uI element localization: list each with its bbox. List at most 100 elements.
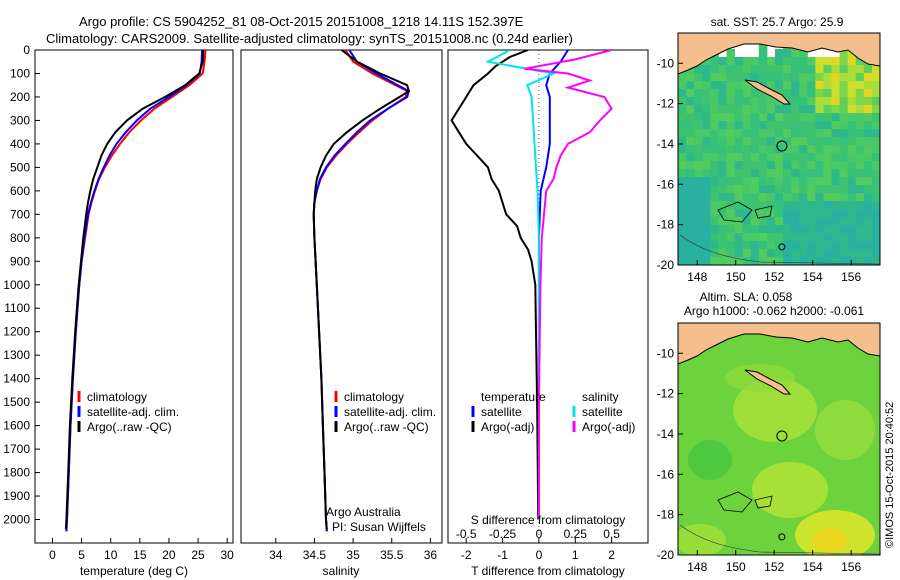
sst-cell	[847, 89, 857, 98]
sst-cell	[734, 249, 744, 258]
sst-cell	[718, 57, 727, 66]
sla-blob	[688, 440, 732, 480]
sst-cell	[742, 73, 752, 82]
sst-cell	[702, 177, 711, 186]
sst-cell	[823, 113, 833, 122]
salinity-difference-x-ticks: -0.5 -0.25 0 0.25 0.5	[456, 527, 620, 541]
sst-cell	[791, 137, 800, 146]
sst-cell	[871, 145, 880, 154]
sst-cell	[831, 249, 841, 258]
sst-cell	[750, 185, 760, 194]
map-x-tick-label: 152	[764, 560, 784, 574]
sst-cell	[871, 81, 880, 90]
sst-cell	[863, 137, 873, 146]
y-tick-label: 100	[10, 66, 30, 80]
sst-cell	[710, 161, 719, 170]
sst-cell	[839, 121, 849, 130]
sst-cell	[734, 241, 744, 250]
sst-cell	[839, 209, 849, 218]
sst-cell	[847, 185, 857, 194]
sst-cell	[726, 129, 736, 138]
y-tick-label: 2000	[3, 513, 30, 527]
map-y-tick-label: -16	[657, 467, 675, 481]
sst-cell	[863, 225, 873, 234]
sst-cell	[694, 121, 703, 130]
sst-cell	[694, 217, 703, 226]
sst-cell	[734, 129, 744, 138]
sst-cell	[702, 65, 711, 74]
sst-cell	[863, 153, 873, 162]
sst-cell	[783, 113, 792, 122]
sst-cell	[799, 209, 808, 218]
sst-cell	[686, 153, 695, 162]
sst-cell	[815, 177, 824, 186]
sst-cell	[815, 201, 824, 210]
sst-cell	[783, 201, 792, 210]
legend-t-argo-label: Argo(-adj)	[481, 420, 534, 434]
x-tick-label: 1	[572, 548, 579, 562]
x-tick-label: 30	[220, 548, 234, 562]
sst-cell	[774, 81, 784, 90]
sst-cell	[855, 225, 865, 234]
sst-cell	[791, 233, 800, 242]
map-y-tick-label: -10	[657, 346, 675, 360]
sst-cell	[750, 225, 760, 234]
sst-cell	[718, 81, 727, 90]
sst-map-title: sat. SST: 25.7 Argo: 25.9	[711, 15, 844, 29]
sst-cell	[774, 257, 784, 265]
sst-cell	[742, 249, 752, 258]
sst-cell	[839, 129, 849, 138]
sst-cell	[791, 193, 800, 202]
sst-cell	[726, 257, 736, 265]
argo-australia-annotation: Argo Australia	[326, 505, 401, 519]
sst-cell	[774, 145, 784, 154]
sst-cell	[863, 209, 873, 218]
sst-cell	[758, 89, 768, 98]
sst-cell	[799, 121, 808, 130]
sst-cell	[839, 249, 849, 258]
sst-cell	[766, 97, 776, 106]
sst-cell	[855, 233, 865, 242]
sst-cell	[871, 217, 880, 226]
sst-cell	[839, 49, 849, 58]
sst-cell	[855, 105, 865, 114]
sst-cell	[718, 105, 727, 114]
sst-cell	[758, 161, 768, 170]
sst-cell	[847, 129, 857, 138]
map-y-tick-label: -12	[657, 97, 675, 111]
sst-cell	[807, 185, 816, 194]
sst-cell	[839, 73, 849, 82]
sst-cell	[799, 185, 808, 194]
sst-cell	[831, 65, 841, 74]
sst-cell	[766, 169, 776, 178]
sst-cell	[678, 241, 687, 250]
sst-cell	[863, 73, 873, 82]
sst-cell	[839, 257, 849, 265]
sst-cell	[831, 169, 841, 178]
sst-cell	[839, 97, 849, 106]
x-tick-label: -1	[497, 548, 508, 562]
sst-cell	[758, 257, 768, 265]
x-tick-label: 2	[608, 548, 615, 562]
sst-cell	[702, 129, 711, 138]
sst-cell	[678, 137, 687, 146]
sst-cell	[871, 97, 880, 106]
sst-cell	[871, 113, 880, 122]
sst-cell	[799, 169, 808, 178]
y-tick-label: 1600	[3, 419, 30, 433]
sst-cell	[799, 225, 808, 234]
x-tick-label: 35.5	[380, 548, 404, 562]
sst-cell	[702, 145, 711, 154]
sst-cell	[686, 81, 695, 90]
sst-cell	[694, 193, 703, 202]
sst-cell	[726, 105, 736, 114]
sst-cell	[702, 113, 711, 122]
sst-cell	[855, 121, 865, 130]
y-tick-label: 200	[10, 90, 30, 104]
difference-legend: temperature salinity satellite Argo(-adj…	[471, 390, 635, 434]
sst-cell	[750, 57, 760, 66]
sst-cell	[774, 49, 784, 58]
sst-cell	[734, 97, 744, 106]
sst-cell	[758, 177, 768, 186]
sst-cell	[686, 209, 695, 218]
